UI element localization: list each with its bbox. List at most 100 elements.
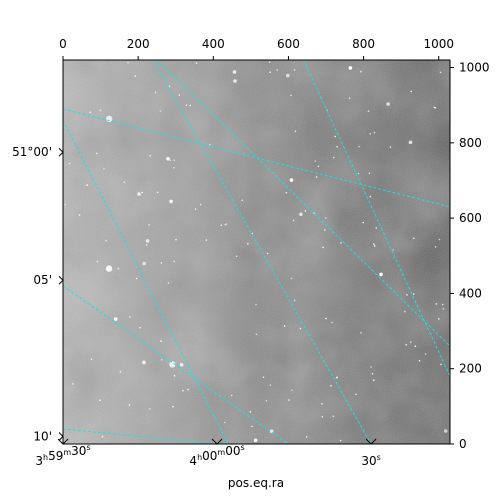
star: [154, 91, 157, 94]
dec-tick: [58, 432, 64, 437]
star: [135, 277, 138, 280]
right-pixel-axis: 0 200 400 600 800 1000: [450, 61, 490, 451]
right-tick-label: 0: [459, 437, 467, 451]
dec-tick-label: 10': [33, 429, 52, 443]
star: [159, 110, 162, 112]
star: [96, 260, 99, 263]
star: [72, 383, 74, 385]
plot-frame: [62, 59, 451, 445]
star: [408, 140, 413, 145]
star: [160, 340, 162, 342]
star: [251, 425, 253, 428]
star: [194, 208, 197, 210]
star: [220, 224, 223, 226]
image-plot-area: [63, 60, 450, 444]
star: [410, 90, 413, 93]
right-tick-label: 800: [459, 136, 482, 150]
dec-tick-label: 51°00': [12, 145, 52, 159]
star: [291, 389, 293, 392]
dec-tick: [58, 275, 64, 281]
star: [142, 360, 146, 365]
star: [409, 341, 412, 343]
star: [160, 359, 163, 361]
star: [370, 366, 372, 368]
star: [129, 316, 131, 318]
right-tick-label: 600: [459, 211, 482, 225]
star: [64, 203, 67, 206]
star: [268, 61, 271, 63]
star: [315, 176, 318, 178]
star: [340, 242, 342, 244]
star: [371, 373, 374, 375]
star: [438, 238, 441, 241]
star: [145, 239, 150, 243]
star: [360, 332, 362, 334]
top-tick-label: 1000: [423, 37, 454, 51]
star: [86, 184, 88, 186]
star: [406, 294, 408, 296]
star: [269, 384, 272, 386]
star: [266, 252, 269, 255]
star: [314, 160, 317, 162]
star: [424, 353, 427, 355]
star: [439, 71, 442, 74]
ra-tick-label: 30s: [361, 453, 380, 468]
ra-tick: [216, 438, 223, 445]
star: [369, 195, 372, 198]
star: [113, 317, 118, 321]
ra-tick: [211, 438, 218, 445]
star: [317, 165, 320, 168]
star: [332, 415, 335, 418]
top-pixel-axis: 0 200 400 600 800 1000: [59, 37, 454, 60]
ra-tick: [365, 438, 372, 445]
star: [362, 221, 365, 224]
star: [168, 85, 171, 87]
star: [299, 212, 303, 217]
star: [141, 191, 143, 194]
star: [336, 376, 338, 379]
star: [269, 71, 272, 73]
sky-image-noise: [63, 60, 450, 444]
star: [189, 104, 192, 107]
star: [209, 143, 211, 146]
star: [262, 376, 265, 379]
grid-line: [63, 285, 289, 444]
star: [325, 317, 327, 320]
x-axis-label: pos.eq.ra: [228, 476, 284, 490]
star: [169, 159, 172, 162]
star: [305, 436, 308, 438]
star: [249, 411, 252, 413]
star: [127, 61, 129, 64]
star: [224, 223, 227, 226]
star: [330, 385, 332, 387]
star: [375, 227, 378, 229]
star: [414, 345, 417, 348]
star: [160, 262, 163, 264]
star: [373, 379, 375, 382]
star: [182, 389, 184, 392]
star: [235, 255, 238, 257]
star: [89, 111, 91, 114]
star: [286, 73, 290, 78]
star: [187, 388, 189, 391]
ra-tick: [370, 438, 377, 445]
star: [339, 439, 342, 442]
star: [386, 102, 390, 106]
star: [247, 243, 249, 245]
star: [175, 238, 177, 241]
star: [90, 358, 93, 361]
star: [443, 429, 448, 433]
star: [290, 94, 292, 97]
ra-tick-label: 3h59m30s: [35, 443, 90, 468]
star: [178, 94, 181, 96]
star: [172, 405, 174, 408]
right-tick-label: 200: [459, 362, 482, 376]
star: [285, 191, 288, 194]
star: [142, 261, 146, 266]
coordinate-grid: [63, 60, 450, 444]
star: [179, 362, 184, 367]
star: [412, 293, 415, 295]
star: [373, 243, 375, 245]
star: [156, 191, 159, 194]
ra-tick-label: 4h00m00s: [189, 443, 244, 468]
